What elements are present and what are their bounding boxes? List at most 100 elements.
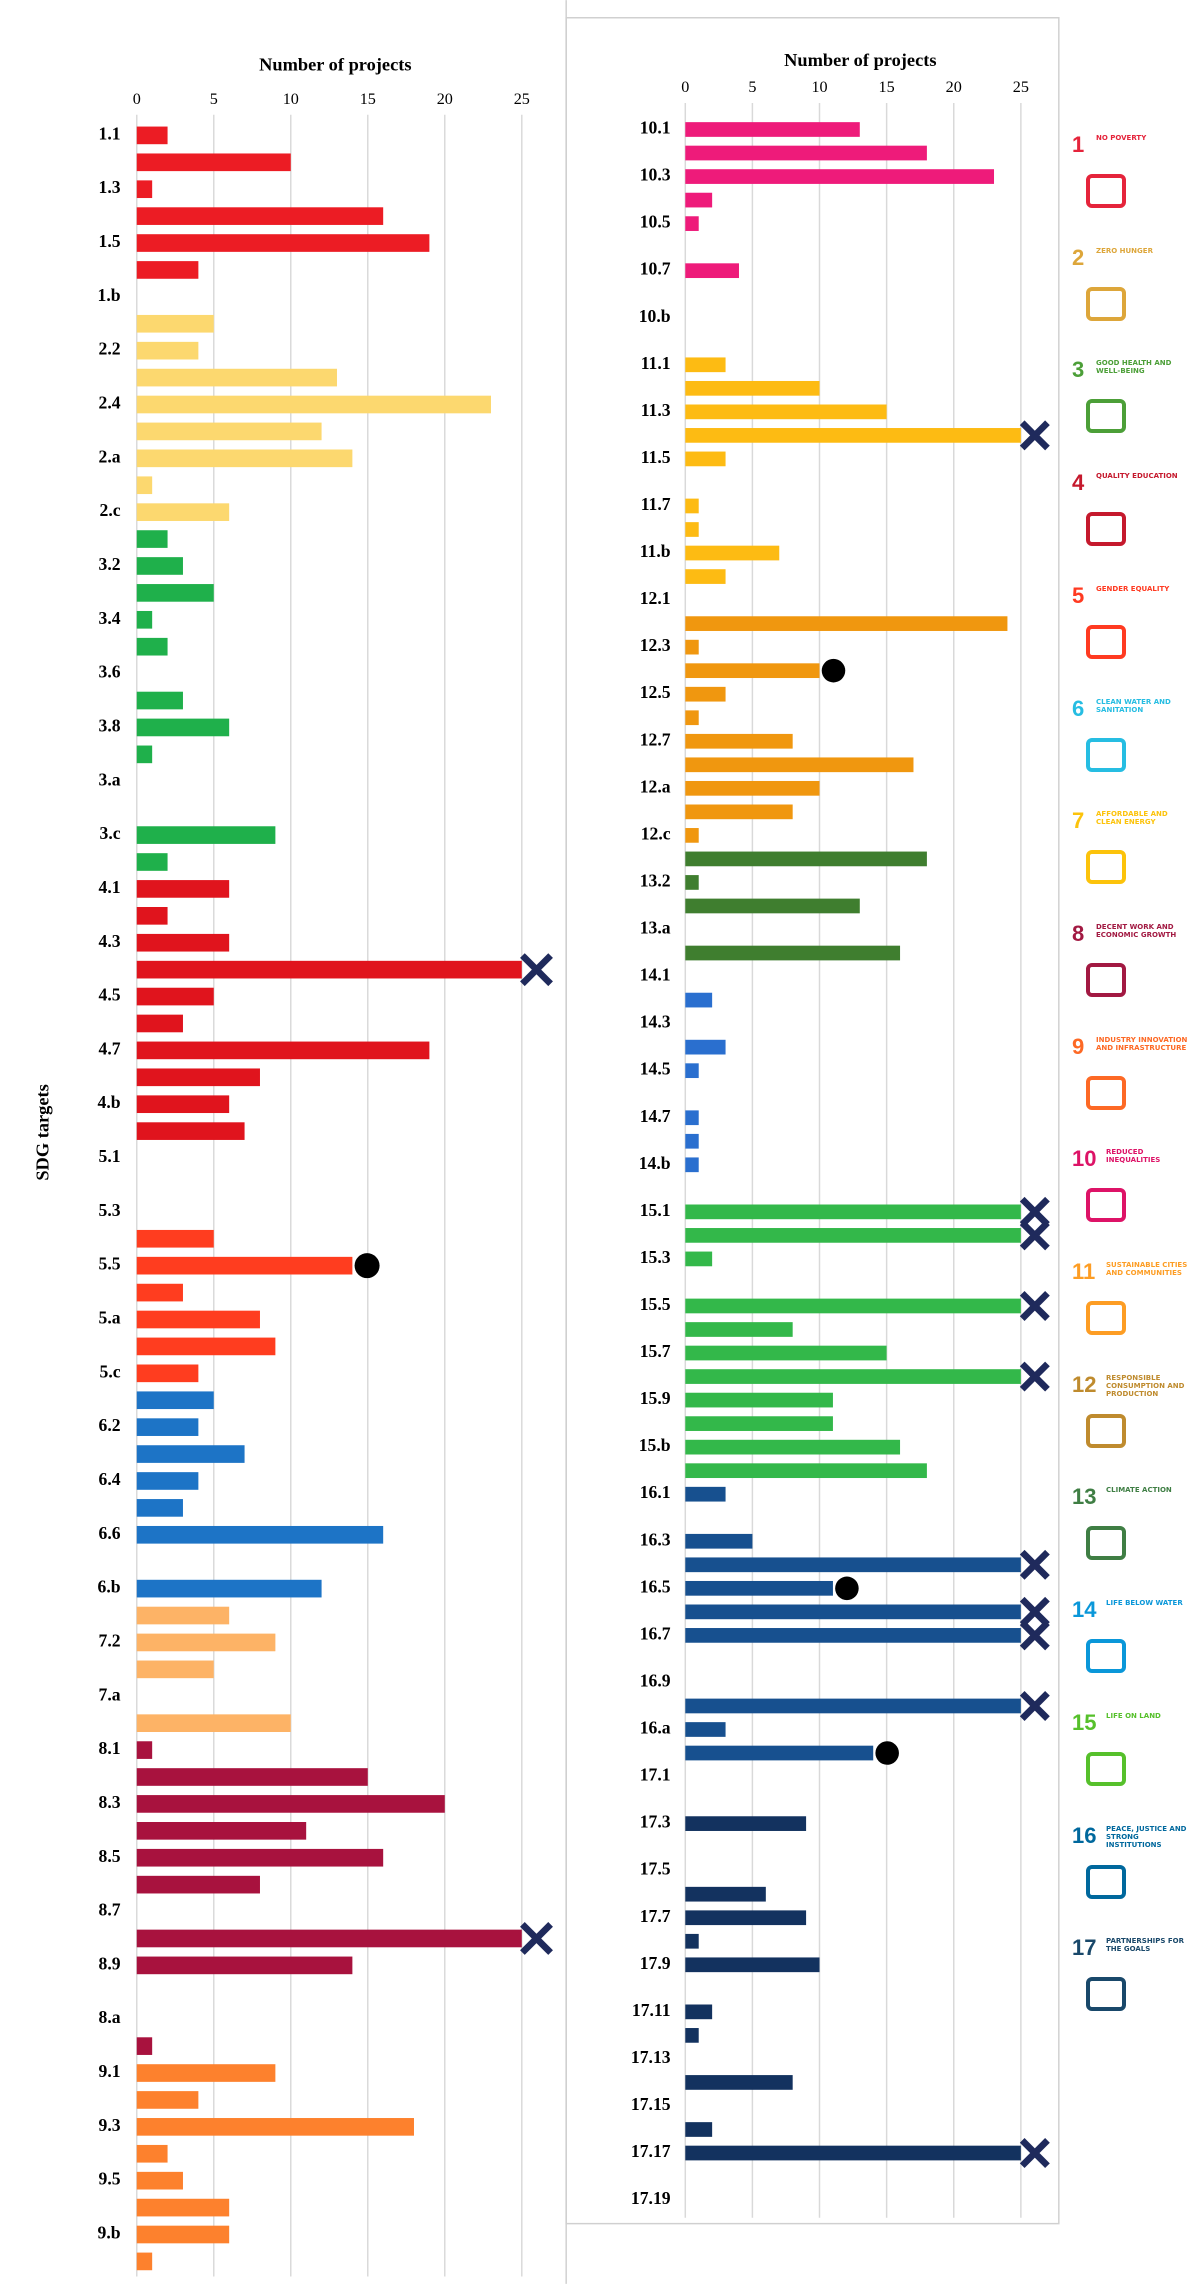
y-tick-label: 17.5 <box>640 1859 671 1879</box>
bar <box>685 686 726 702</box>
legend-number: 15 <box>1072 1709 1097 1735</box>
legend-label: Responsible consumption and production <box>1106 1373 1185 1398</box>
bar <box>685 780 820 796</box>
y-tick-label: 1.b <box>98 285 121 305</box>
bar <box>136 2118 414 2136</box>
y-tick-label: 9.3 <box>99 2115 121 2135</box>
legend-item: 4 Quality education <box>1072 470 1198 578</box>
y-tick-label: 14.7 <box>640 1106 671 1126</box>
legend-item: 10 Reduced inequalities <box>1072 1146 1198 1254</box>
x-tick-label: 20 <box>437 91 453 108</box>
bar <box>685 1110 699 1126</box>
x-tick-label: 15 <box>879 79 895 96</box>
y-tick-label: 8.3 <box>99 1792 121 1812</box>
bar <box>685 1580 833 1596</box>
bar <box>136 2198 230 2217</box>
bar <box>685 1416 833 1431</box>
off-scale-marker <box>1019 1196 1050 1227</box>
bar <box>685 380 820 396</box>
legend-icon <box>1086 174 1126 208</box>
y-tick-label: 13.2 <box>640 870 671 890</box>
bar <box>685 710 699 726</box>
legend-item: 6 Clean water and sanitation <box>1072 696 1198 804</box>
bar <box>685 992 713 1008</box>
bar <box>136 1714 291 1732</box>
y-tick-label: 14.5 <box>640 1059 671 1079</box>
legend-label: No poverty <box>1096 134 1147 142</box>
bar <box>685 1910 807 1926</box>
legend-icon <box>1086 512 1126 547</box>
legend-item: 3 Good health and well-being <box>1072 357 1198 465</box>
off-scale-marker <box>1019 1549 1050 1580</box>
bar <box>685 1557 1021 1573</box>
legend-icon <box>1086 962 1126 997</box>
bar <box>685 357 726 373</box>
bar <box>136 1095 230 1114</box>
bar <box>136 718 230 737</box>
y-tick-label: 11.5 <box>641 447 671 467</box>
legend-icon <box>1086 1075 1126 1110</box>
y-tick-label: 12.c <box>641 823 671 843</box>
y-tick-label: 14.b <box>639 1153 671 1173</box>
y-tick-label: 17.1 <box>640 1765 671 1785</box>
y-tick-label: 4.5 <box>99 985 121 1005</box>
circle-marker <box>354 1253 380 1279</box>
bar <box>685 192 713 208</box>
legend-label: Industry innovation and infrastructure <box>1096 1035 1188 1052</box>
legend-item: 7 Affordable and clean energy <box>1072 808 1198 916</box>
y-tick-label: 2.2 <box>99 339 121 359</box>
bar <box>685 122 860 137</box>
y-tick-label: 7.2 <box>99 1630 121 1650</box>
bar <box>136 1822 307 1840</box>
bar <box>685 2075 793 2090</box>
off-scale-marker <box>1019 1361 1050 1392</box>
y-tick-label: 9.b <box>98 2223 121 2243</box>
bar <box>136 2144 168 2163</box>
off-scale-marker <box>1019 1220 1050 1251</box>
y-tick-label: 3.8 <box>99 715 121 735</box>
bar <box>685 945 901 961</box>
bar <box>136 691 183 710</box>
bar <box>136 503 230 521</box>
y-tick-label: 15.9 <box>640 1388 671 1408</box>
bar <box>685 733 793 749</box>
legend-number: 1 <box>1072 132 1085 157</box>
y-tick-label: 17.7 <box>640 1906 671 1926</box>
bar <box>685 875 699 890</box>
bar <box>136 637 168 656</box>
off-scale-marker <box>1019 2138 1050 2169</box>
bar <box>685 2145 1021 2161</box>
y-tick-label: 3.2 <box>99 554 121 574</box>
bar <box>685 2122 713 2137</box>
legend-label: Climate action <box>1106 1486 1172 1495</box>
y-tick-label: 5.5 <box>99 1254 121 1274</box>
legend-number: 4 <box>1072 470 1085 496</box>
bar <box>685 169 995 184</box>
legend-number: 12 <box>1072 1371 1097 1397</box>
y-tick-label: 6.2 <box>99 1415 121 1435</box>
bar <box>136 880 230 898</box>
bar <box>136 1472 199 1490</box>
legend-item: 17 Partnerships for the goals <box>1072 1935 1198 2043</box>
y-tick-label: 7.a <box>99 1684 121 1704</box>
x-tick-label: 5 <box>210 91 218 108</box>
y-tick-label: 11.7 <box>641 494 671 514</box>
bar <box>685 1604 1021 1620</box>
bar <box>136 1445 245 1463</box>
bar <box>136 126 168 145</box>
bar <box>136 1579 322 1598</box>
x-axis-title: Number of projects <box>259 54 411 74</box>
y-tick-label: 17.17 <box>631 2141 671 2161</box>
bar <box>685 1298 1021 1314</box>
x-tick-label: 10 <box>283 91 299 108</box>
bar <box>136 1848 384 1867</box>
bar <box>685 1157 699 1173</box>
bar <box>685 216 699 231</box>
x-tick-label: 0 <box>681 79 689 96</box>
bar <box>685 1722 726 1737</box>
bar <box>685 428 1021 443</box>
bar <box>136 2252 153 2271</box>
off-scale-marker <box>1019 1620 1050 1651</box>
y-tick-label: 8.5 <box>99 1846 121 1866</box>
legend-icon <box>1086 737 1126 772</box>
